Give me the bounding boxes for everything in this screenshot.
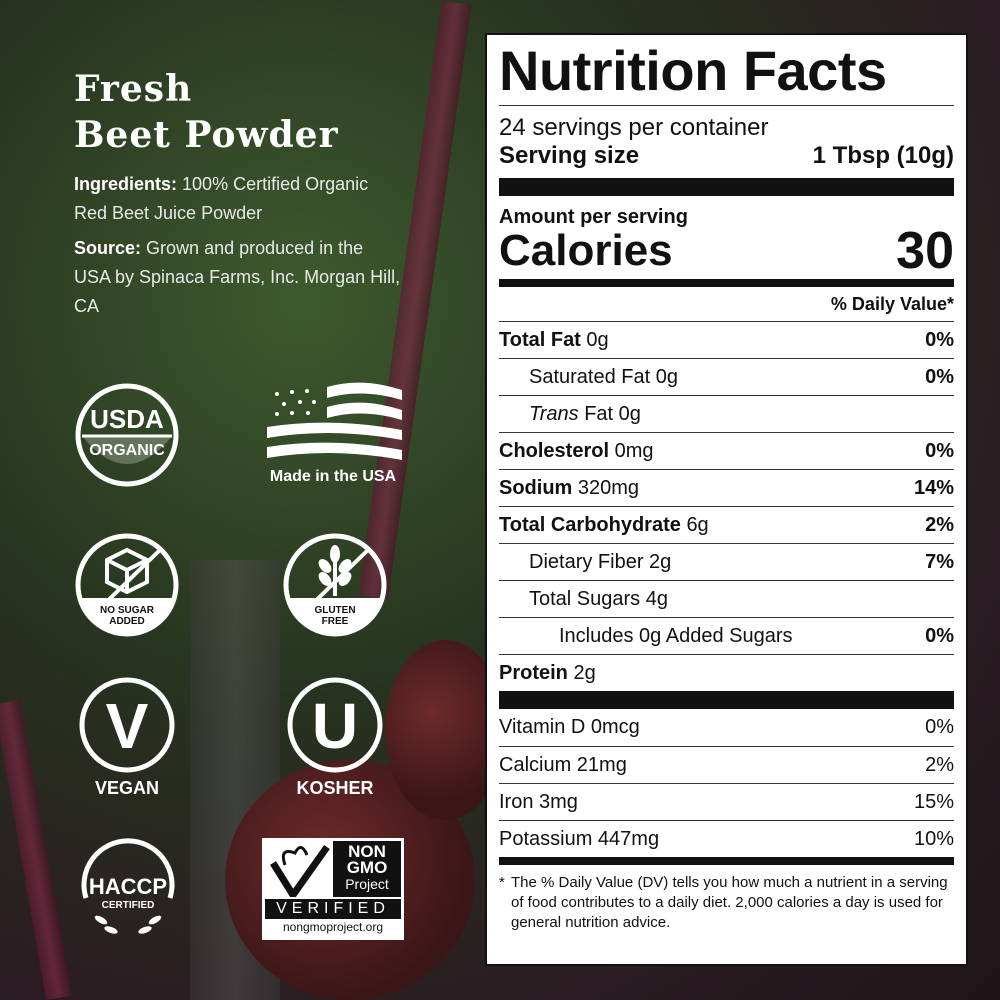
product-info: Fresh Beet Powder Ingredients: 100% Certi… [74,66,404,321]
serving-size-row: Serving size 1 Tbsp (10g) [499,142,954,169]
svg-text:CERTIFIED: CERTIFIED [102,900,155,911]
product-title: Fresh Beet Powder [74,68,339,156]
nutrient-row: Saturated Fat 0g 0% [499,358,954,395]
nutrient-row: Protein 2g [499,654,954,691]
nutrient-row: Total Carbohydrate 6g 2% [499,506,954,543]
nutrient-name: Cholesterol 0mg [499,439,654,462]
laurel-icon [94,915,162,934]
no-sugar-added-badge: NO SUGAR ADDED [74,532,180,638]
non-gmo-verified-badge: NON GMO Project VERIFIED nongmoproject.org [262,838,404,940]
nutrient-dv: 2% [925,513,954,536]
haccp-certified-badge: HACCP CERTIFIED [76,836,180,944]
svg-text:U: U [312,690,358,762]
label-title: Nutrition Facts [499,39,954,106]
made-in-usa-badge: Made in the USA [262,382,404,486]
nutrient-name: Saturated Fat 0g [529,365,678,388]
nutrient-dv: 0% [925,328,954,351]
thick-divider [499,691,954,709]
nutrient-amount: 0g [586,328,609,351]
daily-value-header: % Daily Value* [830,294,954,314]
nutrient-name: Total Sugars 4g [529,587,668,610]
ingredients: Ingredients: 100% Certified Organic Red … [74,174,369,223]
svg-text:GLUTEN: GLUTEN [314,605,355,616]
us-flag-icon [267,382,402,460]
calories-row: Calories 30 [499,222,954,280]
vitamin-name: Iron 3mg [499,790,578,813]
footnote: * The % Daily Value (DV) tells you how mu… [499,874,948,931]
medium-divider [499,279,954,287]
svg-text:V: V [106,690,149,762]
organic-text: ORGANIC [89,442,165,459]
vitamin-name: Vitamin D 0mcg [499,716,640,738]
svg-text:NO SUGAR: NO SUGAR [100,605,155,616]
nutrient-list: Total Fat 0g 0% Saturated Fat 0g 0% Trans Fa… [499,321,954,691]
nutrient-row: Total Fat 0g 0% [499,321,954,358]
vitamin-dv: 15% [913,790,954,813]
nutrient-name: Total Fat 0g [499,328,609,351]
usda-organic-badge: USDA ORGANIC [74,382,180,488]
vitamin-dv: 10% [913,827,954,850]
vitamin-dv: 2% [925,753,954,776]
nutrient-name: Includes 0g Added Sugars [559,624,793,647]
nutrient-name: Total Carbohydrate 6g [499,513,709,536]
nutrient-row: Includes 0g Added Sugars 0% [499,617,954,654]
vitamin-name: Potassium 447mg [499,827,660,850]
nutrient-row: Sodium 320mg 14% [499,469,954,506]
vegan-badge: V VEGAN [78,676,176,799]
wheat-icon [318,545,352,596]
vitamin-name: Calcium 21mg [499,753,627,776]
kosher-badge: U KOSHER [286,676,384,799]
nutrient-dv: 0% [925,439,954,462]
usda-text: USDA [90,404,164,434]
source: Source: Grown and produced in the USA by… [74,238,401,316]
svg-text:ADDED: ADDED [109,616,145,627]
vitamin-list: Vitamin D 0mcg 0% Calcium 21mg 2% Iron 3mg 15… [499,709,954,857]
nutrient-dv: 0% [925,624,954,647]
vitamin-dv: 0% [925,716,954,738]
thick-divider [499,178,954,196]
vitamin-row: Iron 3mg 15% [499,783,954,820]
vitamin-row: Vitamin D 0mcg 0% [499,709,954,746]
nutrient-amount: 6g [686,513,709,536]
background-beet-stem [0,700,72,1000]
nutrient-name: Trans Fat 0g [529,402,641,425]
nutrient-row: Dietary Fiber 2g 7% [499,543,954,580]
nutrient-amount: 0g [655,365,678,388]
svg-text:HACCP: HACCP [89,874,167,899]
nutrient-name: Sodium 320mg [499,476,640,499]
amount-per-serving: Amount per serving [499,206,688,228]
nutrient-dv: 0% [925,365,954,388]
svg-text:FREE: FREE [322,616,349,627]
nutrient-amount: 0g [618,402,641,425]
servings-per-container: 24 servings per container [499,114,769,141]
nutrient-amount: 2g [649,550,672,573]
nutrient-row: Trans Fat 0g [499,395,954,432]
nutrient-name: Dietary Fiber 2g [529,550,672,573]
medium-divider [499,857,954,865]
nutrient-dv: 14% [913,476,954,499]
nutrient-dv: 7% [925,550,954,573]
nutrient-row: Total Sugars 4g [499,580,954,617]
nutrient-row: Cholesterol 0mg 0% [499,432,954,469]
vitamin-row: Calcium 21mg 2% [499,746,954,783]
butterfly-check-icon [270,844,330,897]
nutrient-amount: 0mg [614,439,654,462]
gluten-free-badge: GLUTEN FREE [282,532,388,638]
nutrient-amount: 2g [573,661,596,684]
nutrition-facts-label: Nutrition Facts 24 servings per containe… [485,33,968,966]
nutrient-amount: 320mg [577,476,640,499]
vitamin-row: Potassium 447mg 10% [499,820,954,857]
nutrient-name: Protein 2g [499,661,596,684]
nutrient-amount: 4g [645,587,668,610]
